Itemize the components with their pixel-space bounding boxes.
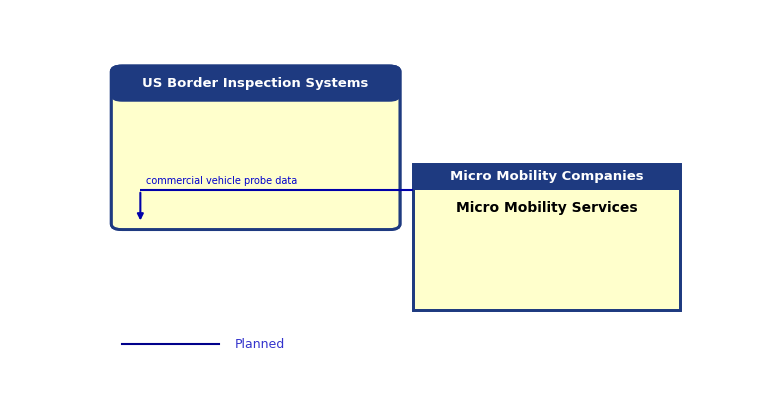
Text: US Border Inspection Systems: US Border Inspection Systems	[143, 77, 369, 90]
Bar	[413, 164, 680, 309]
Bar	[413, 164, 680, 190]
Bar	[413, 164, 680, 309]
Text: commercial vehicle probe data: commercial vehicle probe data	[146, 176, 298, 186]
Bar	[125, 83, 386, 96]
FancyBboxPatch shape	[111, 66, 400, 229]
Text: Micro Mobility Services: Micro Mobility Services	[456, 201, 637, 215]
Text: Micro Mobility Companies: Micro Mobility Companies	[450, 170, 644, 183]
Text: Planned: Planned	[234, 338, 285, 351]
FancyBboxPatch shape	[111, 66, 400, 102]
